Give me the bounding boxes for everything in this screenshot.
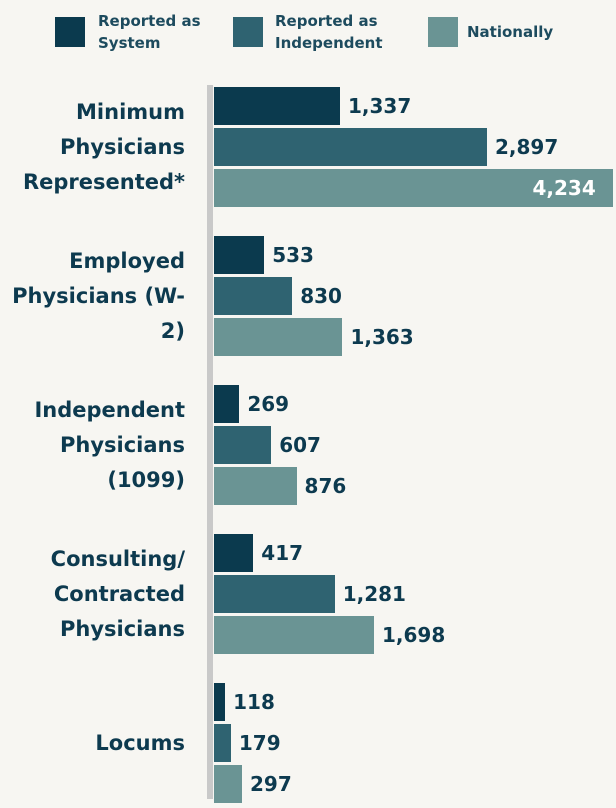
category-label: Locums (95, 730, 185, 755)
category-label: Employed Physicians (W-2) (12, 248, 185, 343)
bar (214, 87, 340, 125)
value-label: 297 (249, 772, 292, 796)
bar (214, 128, 487, 166)
bar (214, 575, 335, 613)
bar (214, 169, 613, 207)
category-label: Minimum Physicians Represented* (22, 99, 185, 194)
bar (214, 467, 297, 505)
value-label: 533 (272, 243, 314, 267)
bar (214, 683, 226, 721)
bar (214, 426, 272, 464)
value-label: 417 (261, 541, 304, 565)
value-label: 2,897 (495, 135, 559, 159)
category-label: Consulting/ Contracted Physicians (50, 546, 185, 641)
bar (214, 277, 293, 315)
bar (214, 616, 374, 654)
legend-swatch (233, 17, 263, 47)
value-label: 269 (247, 392, 290, 416)
bar (214, 236, 265, 274)
value-label: 1,698 (382, 623, 446, 647)
bar (214, 318, 343, 356)
axis-line (207, 85, 213, 799)
legend-label: Reported as Independent (275, 12, 383, 52)
bar (214, 534, 254, 572)
value-label: 1,363 (350, 325, 414, 349)
value-label: 179 (238, 731, 281, 755)
value-label: 1,281 (342, 582, 406, 606)
legend-swatch (428, 17, 458, 47)
value-label: 118 (233, 690, 275, 714)
value-label: 607 (279, 433, 321, 457)
value-label: 876 (304, 474, 347, 498)
bar (214, 724, 231, 762)
value-label: 1,337 (347, 94, 412, 118)
category-label: Independent Physicians (1099) (34, 397, 185, 492)
bar (214, 385, 240, 423)
value-label: 4,234 (532, 176, 596, 200)
bar (214, 765, 242, 803)
legend-swatch (55, 17, 85, 47)
legend-label: Reported as System (98, 12, 201, 52)
value-label: 830 (300, 284, 342, 308)
legend-label: Nationally (467, 23, 554, 41)
